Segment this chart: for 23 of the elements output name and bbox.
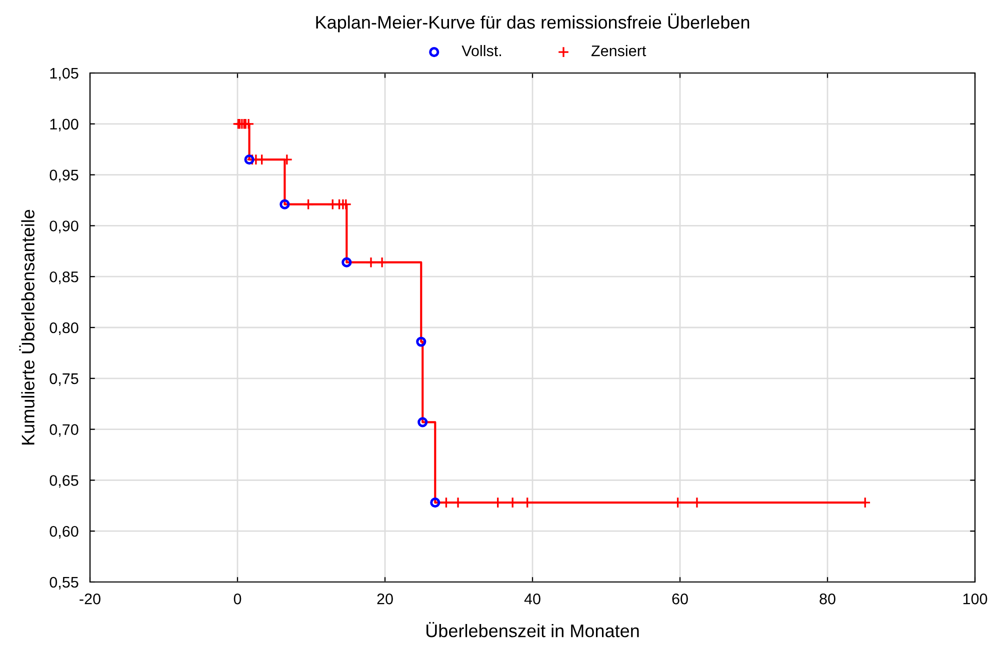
y-tick-label: 0,80	[50, 322, 78, 335]
x-tick-label: 20	[377, 594, 393, 604]
y-tick-label: 1,05	[50, 68, 78, 80]
y-tick-label: 0,55	[50, 576, 78, 590]
x-tick-label: 100	[963, 594, 988, 604]
y-tick-label: 0,95	[50, 170, 78, 182]
x-axis-title: Überlebenszeit in Monaten	[426, 622, 639, 638]
y-tick-label: 0,60	[50, 526, 78, 539]
chart-title: Kaplan-Meier-Kurve für das remissionsfreie Überleben	[316, 13, 750, 32]
y-tick-label: 0,75	[50, 373, 78, 386]
x-tick-label: 60	[672, 594, 688, 604]
y-tick-label: 0,90	[50, 220, 78, 234]
y-tick-label: 0,85	[50, 271, 78, 284]
legend-label: Vollst.	[462, 45, 501, 56]
y-tick-label: 0,65	[50, 475, 78, 488]
legend-label: Zensiert	[591, 45, 646, 56]
x-tick-label: 80	[820, 594, 836, 604]
x-tick-label: 0	[234, 594, 242, 604]
y-axis-title: Kumulierte Überlebensanteile	[19, 210, 34, 444]
y-tick-label: 1,00	[50, 118, 78, 132]
x-tick-label: 40	[524, 594, 540, 604]
x-tick-label: -20	[80, 594, 100, 604]
y-tick-label: 0,70	[50, 424, 78, 437]
